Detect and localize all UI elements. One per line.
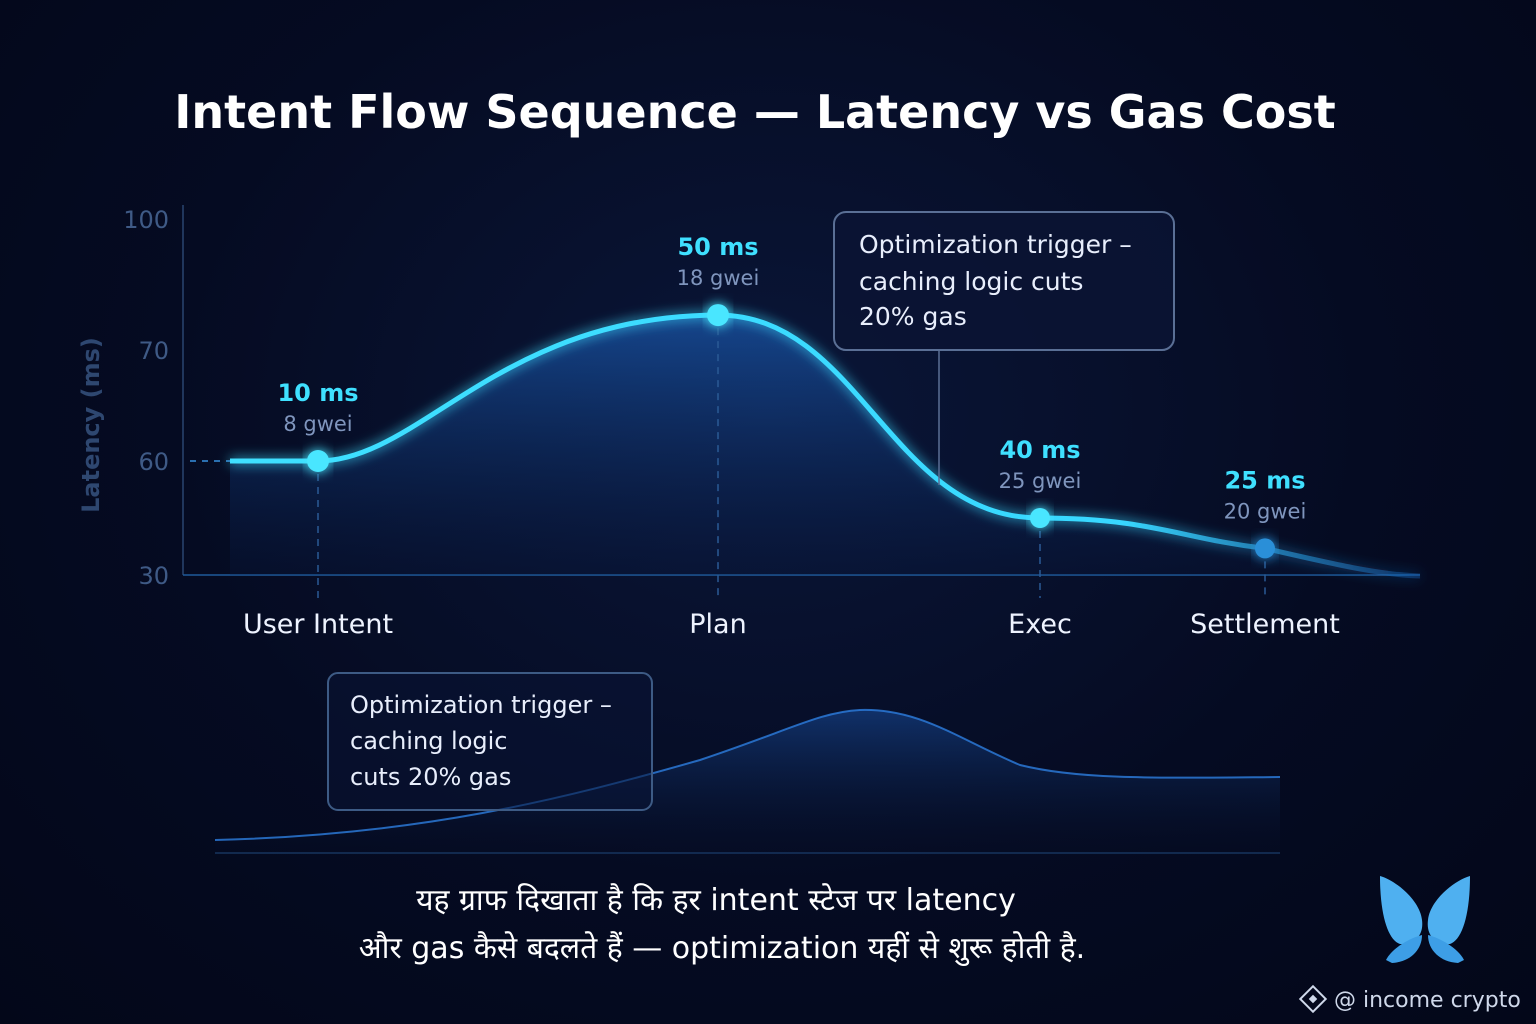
latency-area: [230, 315, 1420, 576]
lower-area: [215, 709, 1280, 855]
callout-lower-line-2: caching logic: [350, 727, 508, 755]
callout-upper-line-2: caching logic cuts: [859, 267, 1083, 296]
x-ticks: User Intent Plan Exec Settlement: [243, 609, 1340, 640]
data-point: [307, 450, 329, 472]
caption-line-1: यह ग्राफ दिखाता है कि हर intent स्टेज पर…: [416, 883, 1016, 918]
x-tick-label: Exec: [1008, 609, 1072, 640]
y-tick-label: 70: [138, 337, 169, 365]
caption-line-2: और gas कैसे बदलते हैं — optimization यही…: [359, 931, 1085, 967]
watermark-text: @ income crypto: [1334, 988, 1521, 1013]
watermark: @ income crypto: [1298, 984, 1521, 1014]
latency-data-label: 25 ms: [1224, 466, 1305, 494]
gas-data-label: 25 gwei: [999, 469, 1082, 493]
callout-box-upper: [833, 211, 1175, 351]
data-point: [1255, 538, 1275, 559]
chart-title: Intent Flow Sequence — Latency vs Gas Co…: [174, 85, 1335, 139]
y-ticks: 100 70 60 30: [123, 206, 169, 590]
gas-data-label: 20 gwei: [1224, 499, 1307, 523]
x-tick-label: Plan: [689, 609, 746, 640]
y-tick-label: 30: [138, 562, 169, 590]
y-axis-label: Latency (ms): [77, 337, 105, 513]
callout-lower-line-3: cuts 20% gas: [350, 763, 511, 791]
callout-lower-line-1: Optimization trigger –: [350, 691, 612, 719]
gas-data-label: 18 gwei: [677, 266, 760, 290]
x-tick-label: Settlement: [1190, 609, 1340, 640]
latency-data-label: 10 ms: [277, 379, 358, 407]
callout-upper-line-1: Optimization trigger –: [859, 230, 1132, 259]
callout-box-lower: [327, 672, 653, 811]
data-marks: 10 ms 8 gwei 50 ms 18 gwei 40 ms 25 gwei 25 ms…: [277, 233, 1306, 598]
gas-data-label: 8 gwei: [283, 412, 352, 436]
y-tick-label: 60: [138, 448, 169, 476]
lower-curve: [214, 708, 1281, 841]
callout-upper-line-3: 20% gas: [859, 302, 967, 331]
latency-data-label: 50 ms: [677, 233, 758, 261]
data-point: [1030, 508, 1050, 528]
binance-diamond-icon: [1298, 984, 1328, 1014]
latency-data-label: 40 ms: [999, 436, 1080, 464]
x-tick-label: User Intent: [243, 609, 393, 640]
butterfly-logo-icon: [1380, 876, 1470, 963]
data-point: [707, 304, 729, 327]
y-tick-label: 100: [123, 206, 169, 234]
